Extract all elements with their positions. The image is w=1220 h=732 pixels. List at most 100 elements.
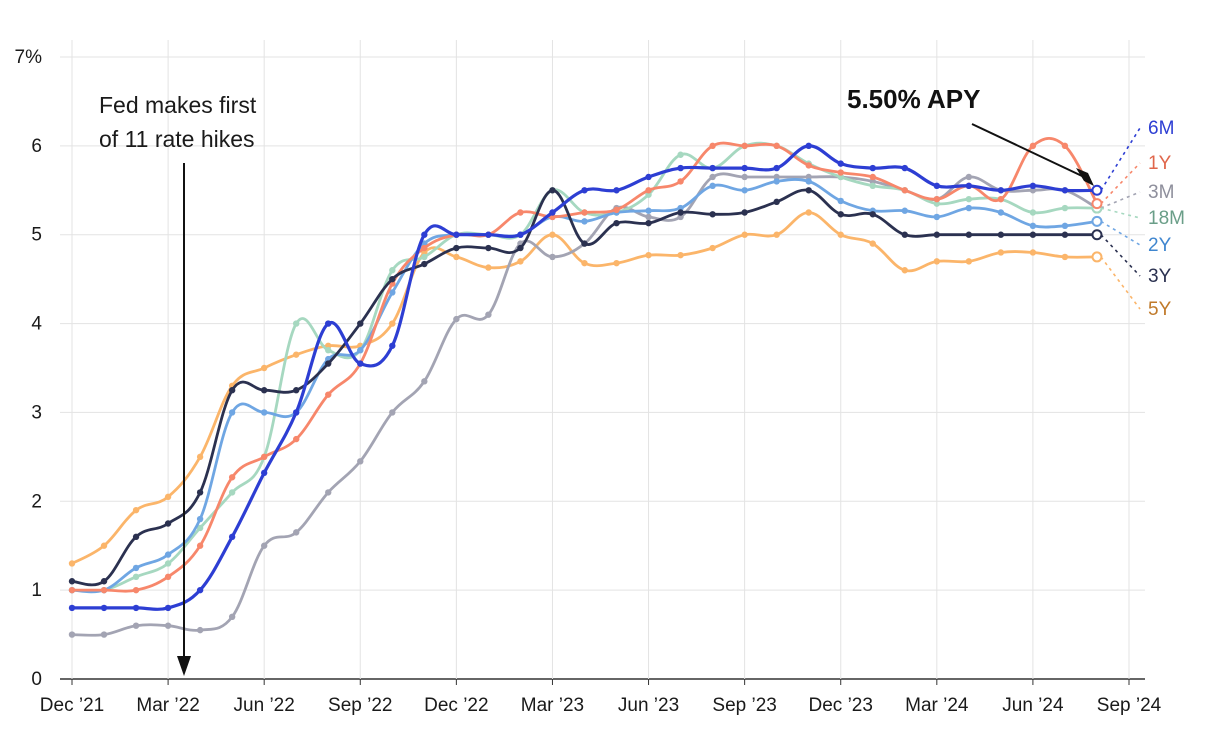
data-point: [293, 409, 300, 416]
data-point: [645, 191, 652, 198]
data-point: [677, 251, 684, 259]
data-point: [164, 520, 172, 527]
data-point: [1061, 142, 1069, 150]
data-point: [485, 244, 492, 252]
data-point: [164, 622, 172, 629]
legend-label-2y: 2Y: [1148, 235, 1172, 256]
y-tick-label: 7%: [15, 47, 43, 68]
data-point: [132, 622, 140, 629]
apy-callout-arrow-head: [1076, 168, 1094, 186]
endpoint-marker: [1091, 229, 1103, 241]
series-lines: [68, 137, 1103, 638]
data-point: [453, 253, 460, 261]
data-point: [228, 387, 236, 394]
series-6m: [68, 142, 1103, 612]
data-point: [677, 213, 684, 221]
data-point: [741, 164, 748, 172]
legend-leader: [1100, 207, 1141, 219]
legend-leader: [1100, 127, 1141, 191]
x-tick-label: Sep ’22: [328, 695, 392, 716]
data-point: [517, 244, 524, 252]
data-point: [805, 187, 812, 194]
data-point: [100, 542, 108, 549]
data-point: [549, 209, 556, 216]
fed-hike-annotation: Fed makes first of 11 rate hikes: [99, 92, 257, 676]
data-point: [613, 259, 620, 267]
data-point: [549, 253, 556, 261]
apy-callout: 5.50% APY: [847, 84, 1094, 186]
x-tick-label: Mar ’24: [905, 695, 969, 716]
x-tick-label: Jun ’22: [234, 695, 295, 716]
data-point: [709, 244, 716, 252]
data-point: [613, 206, 620, 214]
endpoint-marker: [1091, 184, 1103, 196]
data-point: [997, 187, 1005, 194]
data-point: [260, 542, 268, 549]
data-point: [709, 182, 716, 190]
data-point: [837, 173, 844, 181]
data-point: [805, 142, 812, 150]
data-point: [325, 489, 332, 496]
data-point: [1029, 249, 1037, 256]
data-point: [293, 351, 300, 358]
data-point: [645, 187, 652, 194]
y-tick-label: 5: [31, 225, 42, 246]
y-tick-label: 3: [31, 402, 42, 423]
data-point: [965, 231, 973, 238]
data-point: [517, 209, 524, 216]
data-point: [933, 258, 941, 265]
data-point: [741, 231, 748, 238]
data-point: [357, 320, 364, 327]
legend-leader: [1100, 162, 1141, 205]
data-point: [357, 347, 364, 354]
data-point: [485, 231, 492, 238]
series-line-3y: [70, 188, 1099, 587]
data-point: [805, 173, 812, 181]
x-tick-label: Sep ’24: [1097, 695, 1162, 716]
data-point: [228, 533, 236, 541]
data-point: [453, 231, 460, 238]
data-point: [100, 604, 108, 612]
data-point: [260, 453, 268, 461]
data-point: [389, 409, 396, 416]
data-point: [901, 267, 908, 274]
data-point: [132, 573, 140, 581]
data-point: [997, 209, 1005, 216]
data-point: [389, 320, 396, 327]
data-point: [965, 258, 973, 265]
legend-leader: [1100, 234, 1141, 277]
data-point: [933, 195, 941, 203]
data-point: [933, 200, 941, 207]
data-point: [164, 604, 172, 612]
x-tick-label: Jun ’24: [1002, 695, 1064, 716]
data-point: [901, 207, 908, 214]
x-tick-label: Dec ’23: [809, 695, 873, 716]
data-point: [773, 164, 780, 172]
y-tick-label: 6: [31, 136, 42, 157]
data-point: [613, 219, 620, 227]
data-point: [997, 231, 1005, 238]
data-point: [453, 244, 460, 252]
data-point: [164, 573, 172, 581]
series-3y: [68, 187, 1103, 587]
data-point: [293, 387, 300, 394]
data-point: [581, 187, 588, 194]
data-point: [645, 213, 652, 221]
data-point: [741, 142, 748, 150]
data-point: [389, 289, 396, 296]
data-point: [485, 264, 492, 271]
data-point: [453, 315, 460, 323]
legend-label-6m: 6M: [1148, 118, 1174, 139]
data-point: [677, 151, 684, 158]
x-tick-label: Mar ’22: [136, 695, 199, 716]
data-point: [196, 489, 204, 496]
data-point: [965, 173, 973, 181]
data-point: [869, 182, 876, 190]
fed-hike-arrow-head: [177, 656, 191, 676]
data-point: [773, 142, 780, 150]
y-axis-ticks: 0 1 2 3 4 5 6 7%: [15, 47, 43, 690]
data-point: [260, 364, 268, 372]
data-point: [869, 178, 876, 185]
data-point: [965, 204, 973, 212]
data-point: [517, 231, 524, 238]
